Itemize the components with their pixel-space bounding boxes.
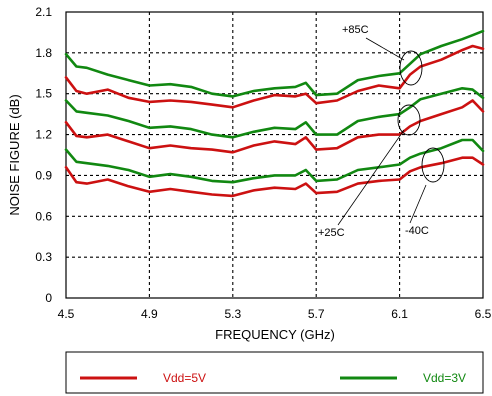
y-tick-label: 0.9 xyxy=(35,168,52,182)
series-line-vdd3-1 xyxy=(64,29,485,98)
series-line-vdd3-5 xyxy=(64,138,485,184)
x-tick-label: 4.5 xyxy=(58,307,75,321)
series-line-vdd5-4 xyxy=(64,156,485,198)
legend-label: Vdd=5V xyxy=(163,371,206,385)
y-tick-label: 0.6 xyxy=(35,209,52,223)
x-tick-label: 6.5 xyxy=(475,307,492,321)
y-tick-label: 1.5 xyxy=(35,87,52,101)
annotation-25c-pointer xyxy=(337,129,405,226)
y-tick-label: 2.1 xyxy=(35,5,52,19)
x-tick-label: 6.1 xyxy=(391,307,408,321)
y-tick-label: 1.2 xyxy=(35,128,52,142)
legend-label: Vdd=3V xyxy=(423,371,466,385)
x-axis-title: FREQUENCY (GHz) xyxy=(215,327,335,342)
y-axis-title: NOISE FIGURE (dB) xyxy=(7,94,22,215)
y-tick-label: 0.3 xyxy=(35,250,52,264)
y-tick-labels: 0 0.3 0.6 0.9 1.2 1.5 1.8 2.1 xyxy=(35,5,52,305)
x-tick-label: 4.9 xyxy=(141,307,158,321)
annotation-85c-pointer xyxy=(365,37,405,61)
legend-box xyxy=(65,351,484,394)
annotation-40c-label: -40C xyxy=(405,225,429,237)
annotation-85c-label: +85C xyxy=(342,24,369,36)
y-tick-label: 1.8 xyxy=(35,46,52,60)
x-tick-label: 5.7 xyxy=(308,307,325,321)
y-tick-label: 0 xyxy=(45,291,52,305)
series-line-vdd5-2 xyxy=(64,99,485,154)
series-line-vdd5-0 xyxy=(64,44,485,109)
series-group xyxy=(64,29,485,198)
series-line-vdd3-3 xyxy=(64,87,485,139)
legend: Vdd=5V Vdd=3V xyxy=(80,371,466,385)
annotation-25c-label: +25C xyxy=(318,227,345,239)
annotation-25c-ellipse xyxy=(397,104,421,136)
x-tick-label: 5.3 xyxy=(224,307,241,321)
annotations: +85C +25C -40C xyxy=(318,24,445,239)
x-tick-labels: 4.5 4.9 5.3 5.7 6.1 6.5 xyxy=(58,307,492,321)
annotation-40c-pointer xyxy=(409,184,427,224)
annotation-40c-ellipse xyxy=(421,147,445,183)
annotation-85c-ellipse xyxy=(399,50,423,86)
